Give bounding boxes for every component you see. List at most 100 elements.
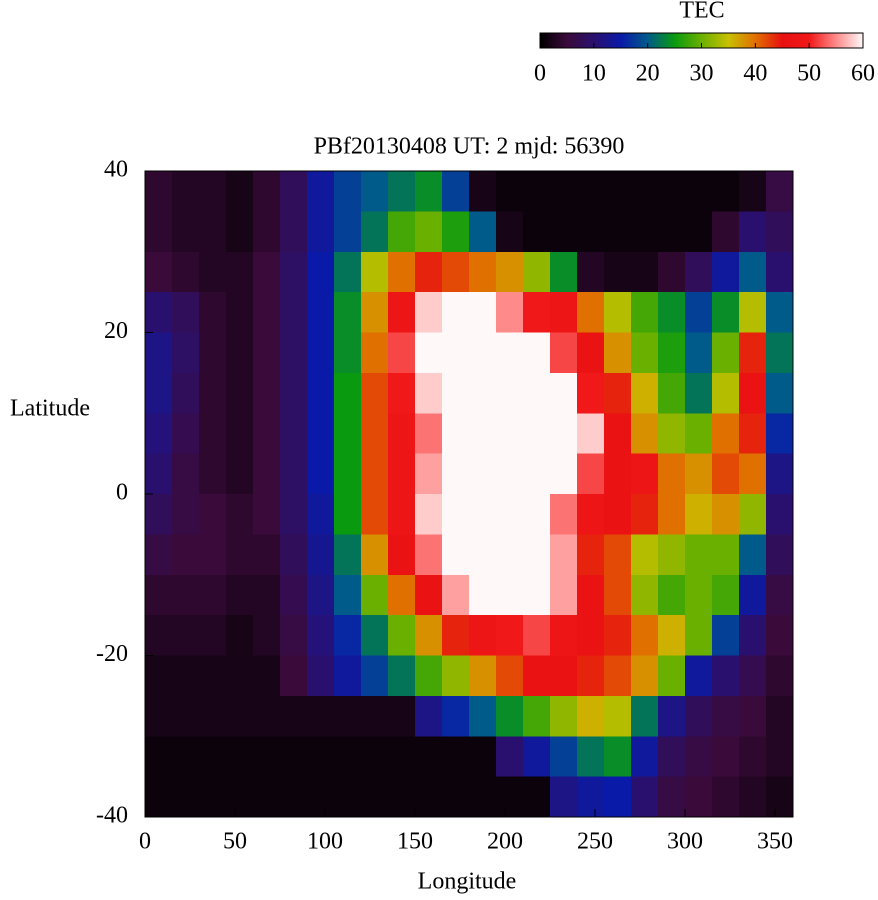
heat-cell — [523, 332, 551, 374]
heat-cell — [739, 574, 767, 616]
heat-cell — [280, 211, 308, 253]
heat-cell — [199, 211, 227, 253]
heat-cell — [361, 695, 389, 737]
x-tick-label: 350 — [757, 829, 793, 855]
heat-cell — [550, 453, 578, 495]
heat-cell — [523, 574, 551, 616]
heat-cell — [766, 615, 794, 656]
heat-cell — [253, 413, 281, 455]
heat-cell — [550, 372, 578, 414]
heat-cell — [685, 292, 713, 333]
heat-cell — [550, 171, 578, 212]
heat-cell — [604, 615, 632, 656]
heat-cell — [685, 655, 713, 697]
heat-cell — [577, 251, 605, 293]
heat-cell — [766, 776, 794, 818]
heat-cell — [766, 494, 794, 535]
heat-cell — [280, 534, 308, 576]
heat-cell — [577, 171, 605, 212]
heat-cell — [145, 211, 173, 253]
heat-cell — [685, 332, 713, 374]
heat-cell — [334, 736, 362, 778]
heat-cell — [604, 736, 632, 778]
heat-cell — [685, 211, 713, 253]
x-tick-label: 50 — [223, 829, 247, 855]
heat-cell — [523, 453, 551, 495]
heat-cell — [415, 574, 443, 616]
heat-cell — [712, 171, 740, 212]
heat-cell — [496, 615, 524, 656]
heat-cell — [415, 655, 443, 697]
heat-cell — [739, 251, 767, 293]
heat-cell — [577, 615, 605, 656]
heat-cell — [550, 736, 578, 778]
heat-cell — [226, 211, 254, 253]
heat-cell — [550, 332, 578, 374]
heat-cell — [253, 251, 281, 293]
heat-cell — [334, 534, 362, 576]
heat-cell — [172, 332, 200, 374]
heat-cell — [145, 251, 173, 293]
colorbar-tick-label: 10 — [582, 61, 606, 87]
heat-cell — [253, 736, 281, 778]
heat-cell — [388, 332, 416, 374]
heat-cell — [388, 494, 416, 535]
y-tick-label: 40 — [104, 157, 128, 183]
heat-cell — [442, 736, 470, 778]
heat-cell — [550, 574, 578, 616]
heat-cell — [226, 251, 254, 293]
x-tick-label: 300 — [667, 829, 703, 855]
heat-cell — [388, 615, 416, 656]
heat-cell — [226, 171, 254, 212]
heat-cell — [604, 776, 632, 818]
heat-cell — [388, 251, 416, 293]
heat-cell — [712, 534, 740, 576]
heat-cell — [442, 494, 470, 535]
heat-cell — [712, 453, 740, 495]
heat-cell — [442, 776, 470, 818]
heat-cell — [739, 292, 767, 333]
heat-cell — [496, 251, 524, 293]
heat-cell — [226, 574, 254, 616]
heat-cell — [766, 534, 794, 576]
heat-cell — [145, 776, 173, 818]
heat-cell — [577, 211, 605, 253]
heat-cell — [226, 736, 254, 778]
heat-cell — [415, 372, 443, 414]
heat-cell — [280, 453, 308, 495]
colorbar-label: TEC — [679, 0, 724, 24]
heat-cell — [712, 211, 740, 253]
heat-cell — [442, 171, 470, 212]
heat-cell — [712, 695, 740, 737]
heat-cell — [604, 534, 632, 576]
heat-cell — [280, 292, 308, 333]
colorbar-tick-label: 30 — [690, 61, 714, 87]
y-axis-label: Latitude — [10, 396, 90, 422]
x-tick-label: 200 — [487, 829, 523, 855]
heat-cell — [280, 736, 308, 778]
heat-cell — [739, 372, 767, 414]
heat-cell — [604, 292, 632, 333]
heat-cell — [604, 211, 632, 253]
heat-cell — [469, 251, 497, 293]
chart-title: PBf20130408 UT: 2 mjd: 56390 — [314, 134, 625, 160]
heat-cell — [388, 655, 416, 697]
heat-cell — [334, 211, 362, 253]
heat-cell — [577, 494, 605, 535]
heat-cell — [145, 534, 173, 576]
heat-cell — [658, 494, 686, 535]
colorbar-tick-label: 60 — [851, 61, 875, 87]
heat-cell — [199, 655, 227, 697]
heat-cell — [739, 413, 767, 455]
heat-cell — [307, 171, 335, 212]
heat-cell — [469, 736, 497, 778]
heat-cell — [415, 211, 443, 253]
heat-cell — [469, 534, 497, 576]
heat-cell — [307, 292, 335, 333]
heat-cell — [685, 251, 713, 293]
heat-cell — [307, 574, 335, 616]
x-tick-label: 250 — [577, 829, 613, 855]
heat-cell — [685, 372, 713, 414]
heat-cell — [523, 655, 551, 697]
heat-cell — [415, 534, 443, 576]
